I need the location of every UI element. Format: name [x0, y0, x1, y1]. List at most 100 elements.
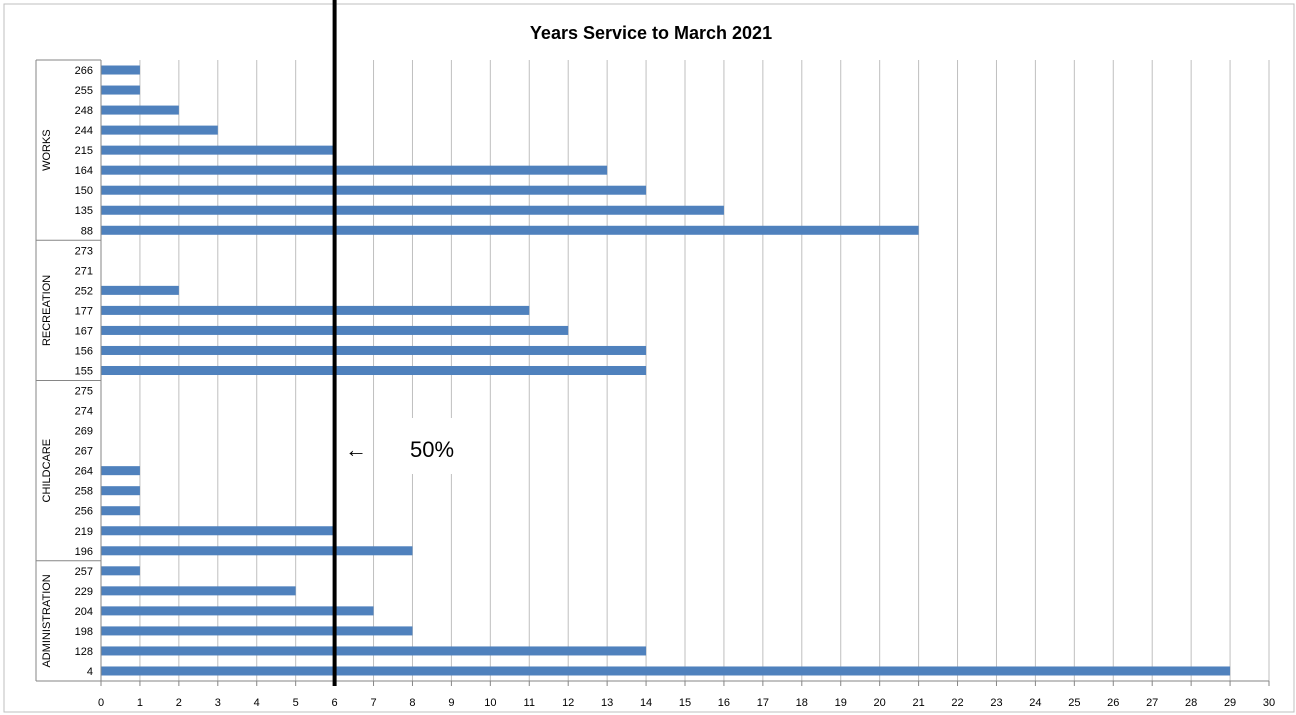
- x-tick-label: 25: [1068, 697, 1080, 709]
- category-tick-label: 244: [75, 125, 93, 137]
- bar: [101, 145, 335, 155]
- bar: [101, 526, 335, 536]
- x-tick-label: 10: [484, 697, 496, 709]
- group-label: WORKS: [41, 129, 53, 171]
- x-tick-label: 7: [370, 697, 376, 709]
- category-tick-label: 273: [75, 245, 93, 257]
- axes: 0 1 2 3 4 5 6 7 8 9 10 11 12 13 14 15 16 17 18 19 20 21 22 23 24…: [35, 59, 1275, 709]
- x-tick-label: 23: [990, 697, 1002, 709]
- bar: [101, 345, 647, 355]
- x-tick-label: 0: [98, 697, 104, 709]
- bar: [101, 65, 140, 75]
- category-tick-label: 219: [75, 526, 93, 538]
- bar: [101, 305, 530, 315]
- category-tick-label: 269: [75, 426, 93, 438]
- category-tick-label: 204: [75, 606, 93, 618]
- x-tick-label: 24: [1029, 697, 1041, 709]
- x-tick-label: 17: [757, 697, 769, 709]
- x-tick-label: 29: [1224, 697, 1236, 709]
- x-tick-label: 18: [796, 697, 808, 709]
- bar: [101, 486, 140, 496]
- bar: [101, 586, 296, 596]
- x-tick-label: 21: [912, 697, 924, 709]
- bar: [101, 506, 140, 516]
- bar: [101, 566, 140, 576]
- category-tick-label: 215: [75, 145, 93, 157]
- category-tick-label: 229: [75, 586, 93, 598]
- category-tick-label: 167: [75, 325, 93, 337]
- bar: [101, 105, 179, 115]
- x-tick-label: 11: [524, 697, 535, 709]
- category-tick-label: 248: [75, 105, 93, 117]
- category-tick-label: 164: [75, 165, 93, 177]
- category-tick-label: 275: [75, 386, 93, 398]
- x-tick-label: 14: [640, 697, 652, 709]
- category-tick-label: 255: [75, 85, 93, 97]
- x-tick-label: 30: [1263, 697, 1275, 709]
- bar: [101, 466, 140, 476]
- bar: [101, 185, 647, 195]
- bar: [101, 606, 374, 616]
- category-tick-label: 135: [75, 205, 93, 217]
- group-label: RECREATION: [41, 275, 53, 346]
- x-tick-label: 28: [1185, 697, 1197, 709]
- category-tick-label: 198: [75, 626, 93, 638]
- category-tick-label: 196: [75, 546, 93, 558]
- reference-label: 50%: [410, 437, 454, 462]
- reference-arrow: ←: [345, 437, 367, 462]
- bar: [101, 365, 647, 376]
- category-tick-label: 257: [75, 566, 93, 578]
- category-tick-label: 264: [75, 466, 93, 478]
- bar: [101, 626, 413, 636]
- group-label: ADMINISTRATION: [41, 574, 53, 667]
- category-tick-label: 156: [75, 345, 93, 357]
- annotation-background: [398, 418, 470, 474]
- category-tick-label: 128: [75, 646, 93, 658]
- group-label: CHILDCARE: [41, 439, 53, 503]
- category-tick-label: 155: [75, 366, 93, 378]
- bar: [101, 666, 1231, 676]
- category-tick-label: 256: [75, 506, 93, 518]
- x-tick-label: 4: [254, 697, 260, 709]
- bars: [101, 65, 1231, 676]
- x-tick-label: 16: [718, 697, 730, 709]
- x-tick-label: 20: [874, 697, 886, 709]
- x-tick-label: 2: [176, 697, 182, 709]
- category-tick-label: 274: [75, 406, 93, 418]
- bar: [101, 225, 919, 235]
- bar: [101, 125, 218, 135]
- category-tick-label: 4: [87, 666, 93, 678]
- category-tick-label: 252: [75, 285, 93, 297]
- bar: [101, 165, 608, 175]
- x-tick-label: 1: [137, 697, 143, 709]
- category-labels: 266 255 248 244 215 164 150 135 88 273 271 252 177 16…: [41, 65, 93, 678]
- x-tick-label: 6: [332, 697, 338, 709]
- x-tick-label: 22: [951, 697, 963, 709]
- bar: [101, 546, 413, 556]
- x-tick-label: 9: [448, 697, 454, 709]
- bar: [101, 205, 724, 215]
- category-tick-label: 266: [75, 65, 93, 77]
- bar: [101, 646, 647, 656]
- x-tick-label: 8: [409, 697, 415, 709]
- category-tick-label: 267: [75, 446, 93, 458]
- x-tick-label: 26: [1107, 697, 1119, 709]
- category-tick-label: 271: [75, 265, 93, 277]
- reference-line-group: ← 50%: [332, 0, 470, 686]
- x-tick-label: 12: [562, 697, 574, 709]
- category-tick-label: 177: [75, 305, 93, 317]
- x-tick-label: 27: [1146, 697, 1158, 709]
- x-tick-label: 5: [293, 697, 299, 709]
- x-tick-label: 15: [679, 697, 691, 709]
- x-tick-label: 3: [215, 697, 221, 709]
- category-tick-label: 150: [75, 185, 93, 197]
- bar: [101, 285, 179, 295]
- x-tick-label: 13: [601, 697, 613, 709]
- chart-title: Years Service to March 2021: [530, 23, 772, 43]
- x-tick-label: 19: [835, 697, 847, 709]
- category-tick-label: 258: [75, 486, 93, 498]
- category-tick-label: 88: [81, 225, 93, 237]
- bar: [101, 85, 140, 95]
- chart-frame: [3, 3, 1295, 713]
